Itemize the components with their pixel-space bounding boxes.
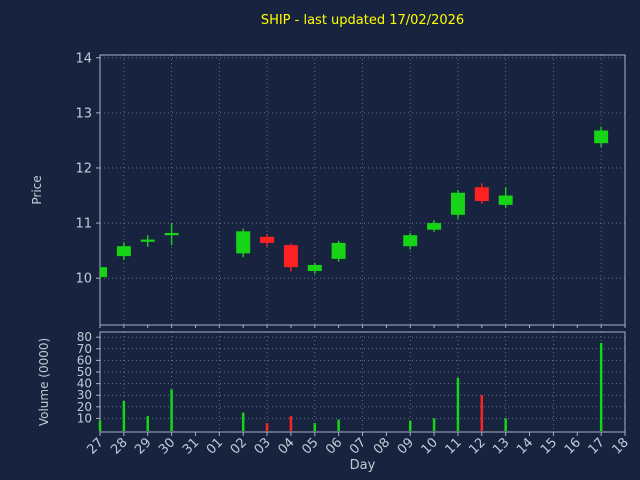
candle-body xyxy=(164,232,179,236)
volume-tick-label: 80 xyxy=(77,330,92,344)
volume-tick-label: 10 xyxy=(77,411,92,425)
candle-body xyxy=(307,264,322,271)
candle-body xyxy=(140,239,155,242)
day-tick-label: 01 xyxy=(204,435,226,457)
candle-body xyxy=(331,242,346,259)
candlestick-series xyxy=(100,126,609,281)
day-tick-label: 08 xyxy=(371,435,393,457)
volume-tick-label: 40 xyxy=(77,377,92,391)
day-tick-label: 05 xyxy=(299,435,321,457)
candle-body xyxy=(283,245,298,268)
day-tick-label: 16 xyxy=(562,435,584,457)
day-tick-label: 29 xyxy=(132,435,154,457)
day-tick-label: 27 xyxy=(85,435,107,457)
day-tick-label: 13 xyxy=(490,435,512,457)
day-tick-label: 04 xyxy=(275,435,297,457)
day-tick-label: 31 xyxy=(180,435,202,457)
day-tick-label: 28 xyxy=(108,435,130,457)
chart-title: SHIP - last updated 17/02/2026 xyxy=(260,13,465,28)
price-tick-label: 13 xyxy=(75,106,92,121)
day-tick-label: 10 xyxy=(419,435,441,457)
candle-body xyxy=(450,192,465,215)
x-axis-label: Day xyxy=(349,458,376,473)
candle-body xyxy=(498,195,513,205)
candle-body xyxy=(474,187,489,202)
candle-body xyxy=(236,231,251,254)
day-tick-label: 18 xyxy=(610,435,632,457)
volume-tick-label: 50 xyxy=(77,365,92,379)
candle-body xyxy=(260,236,275,243)
day-tick-label: 06 xyxy=(323,435,345,457)
volume-tick-label: 20 xyxy=(77,400,92,414)
day-tick-label: 03 xyxy=(252,435,274,457)
day-tick-label: 17 xyxy=(586,435,608,457)
volume-tick-label: 30 xyxy=(77,388,92,402)
candle-body xyxy=(116,246,131,257)
day-tick-label: 02 xyxy=(228,435,250,457)
day-tick-label: 07 xyxy=(347,435,369,457)
candle-body xyxy=(427,223,442,230)
day-tick-label: 09 xyxy=(395,435,417,457)
volume-axis-label: Volume (0000) xyxy=(37,337,51,427)
price-tick-label: 10 xyxy=(75,272,92,287)
day-tick-label: 11 xyxy=(442,435,464,457)
volume-tick-label: 60 xyxy=(77,353,92,367)
price-tick-label: 14 xyxy=(75,51,92,66)
day-tick-label: 15 xyxy=(538,435,560,457)
volume-tick-label: 70 xyxy=(77,342,92,356)
candle-body xyxy=(100,267,107,278)
day-tick-label: 14 xyxy=(514,435,536,457)
candle-body xyxy=(403,235,418,247)
candle-body xyxy=(594,130,609,144)
price-axis-label: Price xyxy=(30,175,44,205)
day-tick-label: 30 xyxy=(156,435,178,457)
price-tick-label: 12 xyxy=(75,161,92,176)
price-tick-label: 11 xyxy=(75,217,92,232)
day-tick-label: 12 xyxy=(466,435,488,457)
